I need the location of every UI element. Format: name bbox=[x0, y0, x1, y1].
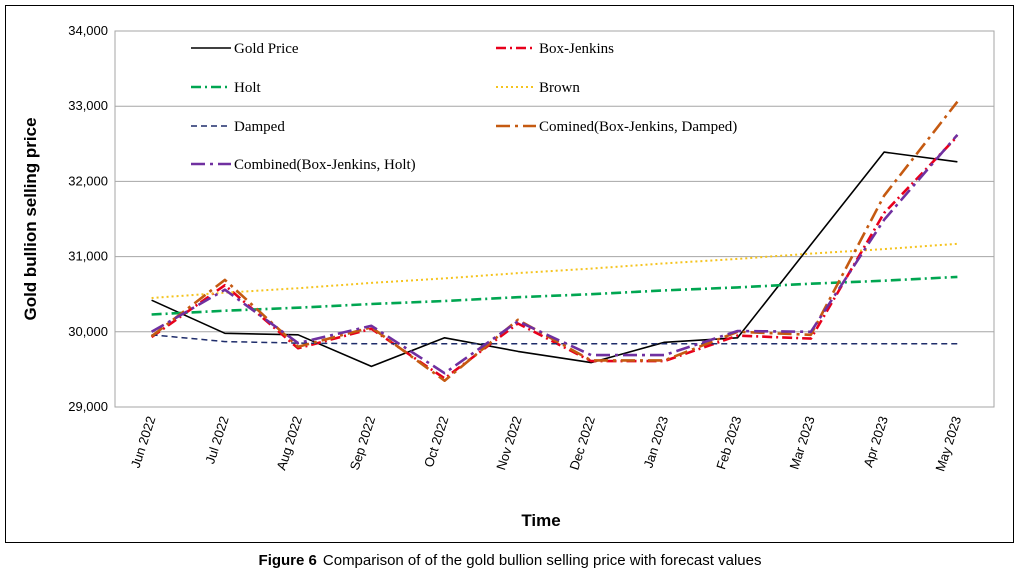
x-tick-label: Mar 2023 bbox=[786, 414, 817, 471]
y-axis-title: Gold bullion selling price bbox=[21, 117, 40, 320]
caption-label: Figure 6 bbox=[258, 552, 317, 569]
series-line bbox=[151, 242, 958, 299]
series-lines bbox=[150, 100, 959, 383]
x-tick-label: Aug 2022 bbox=[274, 414, 305, 472]
series-line bbox=[150, 133, 959, 375]
x-tick-label: Dec 2022 bbox=[567, 414, 598, 472]
y-tick-label: 30,000 bbox=[68, 324, 108, 339]
series-line bbox=[151, 151, 958, 368]
x-tick-labels: Jun 2022 Jul 2022 Aug 2022 Sep 2022 Oct 2022… bbox=[128, 414, 965, 473]
legend: Gold Price Box-Jenkins Holt Brown Damped Comi… bbox=[191, 41, 737, 173]
x-tick-label: Jul 2022 bbox=[202, 414, 231, 465]
legend-label: Holt bbox=[234, 80, 262, 96]
legend-label: Damped bbox=[234, 119, 285, 135]
x-tick-label: Oct 2022 bbox=[421, 414, 452, 469]
y-tick-label: 34,000 bbox=[68, 23, 108, 38]
legend-label: Gold Price bbox=[234, 41, 299, 57]
x-axis-title: Time bbox=[521, 511, 560, 530]
y-tick-label: 32,000 bbox=[68, 173, 108, 188]
line-chart: 29,000 30,000 31,000 32,000 33,000 34,000 Jun… bbox=[21, 23, 995, 530]
series-line bbox=[150, 135, 959, 380]
x-tick-label: Feb 2023 bbox=[713, 414, 744, 471]
x-tick-label: Nov 2022 bbox=[493, 414, 524, 472]
series-line bbox=[151, 275, 958, 316]
chart-frame bbox=[5, 5, 1014, 543]
plot-area bbox=[114, 30, 995, 408]
y-tick-labels: 29,000 30,000 31,000 32,000 33,000 34,000 bbox=[68, 23, 108, 414]
gridlines bbox=[114, 30, 995, 408]
y-tick-label: 33,000 bbox=[68, 98, 108, 113]
x-tick-label: Sep 2022 bbox=[347, 414, 378, 472]
figure-caption: Figure 6 Comparison of of the gold bullio… bbox=[0, 552, 1020, 569]
caption-text: Comparison of of the gold bullion sellin… bbox=[322, 552, 762, 569]
legend-label: Box-Jenkins bbox=[539, 41, 614, 57]
legend-label: Comined(Box-Jenkins, Damped) bbox=[539, 119, 737, 135]
y-tick-label: 31,000 bbox=[68, 249, 108, 264]
series-line bbox=[150, 100, 959, 383]
legend-label: Combined(Box-Jenkins, Holt) bbox=[234, 157, 416, 173]
legend-label: Brown bbox=[539, 80, 580, 96]
x-tick-label: Apr 2023 bbox=[860, 414, 891, 469]
y-tick-label: 29,000 bbox=[68, 399, 108, 414]
x-tick-label: Jan 2023 bbox=[640, 414, 671, 470]
x-tick-label: Jun 2022 bbox=[128, 414, 159, 470]
x-tick-label: May 2023 bbox=[932, 414, 964, 473]
series-line bbox=[151, 334, 958, 345]
